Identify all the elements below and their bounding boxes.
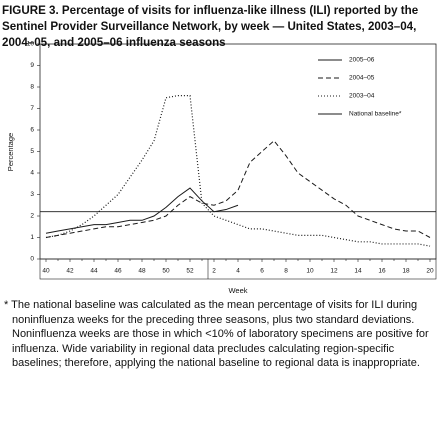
footnote: * The national baseline was calculated a…: [4, 299, 429, 369]
y-tick-label: 8: [30, 84, 34, 91]
y-tick-label: 0: [30, 256, 34, 263]
y-axis-label: Percentage: [6, 133, 15, 171]
x-tick-label: 10: [306, 268, 314, 275]
y-tick-label: 2: [30, 213, 34, 220]
x-tick-label: 2: [212, 268, 216, 275]
y-tick-label: 6: [30, 127, 34, 134]
x-tick-label: 18: [402, 268, 410, 275]
x-tick-label: 48: [138, 268, 146, 275]
x-tick-label: 4: [236, 268, 240, 275]
plot-frame: [39, 43, 437, 260]
x-tick-label: 12: [330, 268, 338, 275]
series-line: [45, 140, 431, 238]
y-tick-label: 4: [30, 170, 34, 177]
series-line: [45, 95, 431, 247]
y-tick-label: 9: [30, 62, 34, 69]
chart-title: FIGURE 3. Percentage of visits for influ…: [2, 4, 419, 49]
x-tick-label: 44: [90, 268, 98, 275]
legend-label: 2005–06: [349, 57, 375, 64]
y-tick-label: 5: [30, 148, 34, 155]
x-tick-label: 16: [378, 268, 386, 275]
y-tick-label: 10: [27, 41, 35, 48]
x-axis-label: Week: [228, 286, 247, 295]
x-tick-label: 14: [354, 268, 362, 275]
y-tick-label: 1: [30, 234, 34, 241]
x-tick-label: 6: [260, 268, 264, 275]
legend-label: 2004–05: [349, 75, 375, 82]
x-tick-label: 42: [66, 268, 74, 275]
legend-label: National baseline*: [349, 111, 402, 118]
y-tick-label: 7: [30, 105, 34, 112]
x-tick-label: 40: [42, 268, 50, 275]
x-tick-label: 52: [186, 268, 194, 275]
series-line: [45, 187, 239, 234]
x-tick-label: 50: [162, 268, 170, 275]
legend-label: 2003–04: [349, 93, 375, 100]
x-tick-label: 46: [114, 268, 122, 275]
x-tick-label: 8: [284, 268, 288, 275]
x-tick-label: 20: [426, 268, 434, 275]
y-tick-label: 3: [30, 191, 34, 198]
